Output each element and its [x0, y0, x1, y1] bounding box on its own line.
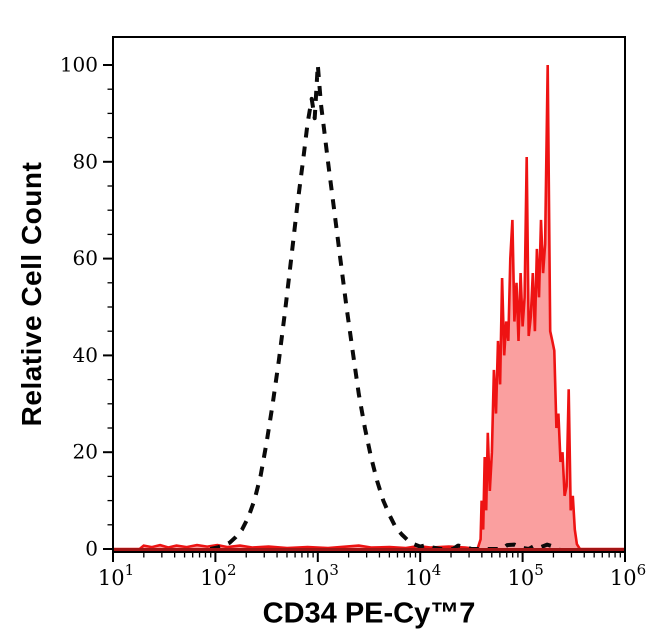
negative-control-dashed-curve	[209, 63, 561, 551]
plot-frame	[112, 36, 626, 553]
y-axis-tick-label: 0	[85, 537, 98, 561]
x-axis-tick-label: 106	[610, 561, 646, 590]
x-axis-tick-label: 102	[200, 561, 236, 590]
cd34-histogram-outline	[113, 64, 625, 551]
y-axis-tick-label: 100	[60, 53, 98, 77]
x-axis-tick-label: 103	[303, 561, 339, 590]
x-axis-tick-label: 105	[507, 561, 543, 590]
cd34-histogram-fill	[113, 65, 625, 549]
y-axis-tick-label: 40	[73, 343, 98, 367]
x-axis-tick-label: 104	[405, 561, 441, 590]
x-axis-tick-label: 101	[98, 561, 134, 590]
y-axis-tick-label: 80	[73, 149, 98, 173]
x-axis-title: CD34 PE-Cy™7	[262, 597, 476, 630]
y-axis-tick-label: 60	[73, 246, 98, 270]
y-axis-tick-label: 20	[73, 440, 98, 464]
y-axis-title: Relative Cell Count	[16, 161, 47, 427]
